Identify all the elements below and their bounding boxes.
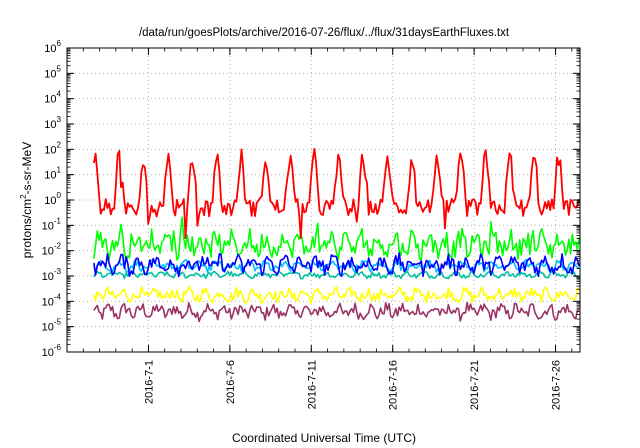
y-tick-label: 105 [44,64,61,80]
y-tick-label: 100 [44,191,61,207]
y-tick-label: 106 [44,39,61,55]
y-tick-label: 102 [44,140,61,156]
y-tick-base: 10 [44,195,56,207]
y-tick-base: 10 [42,220,54,232]
y-tick-base: 10 [44,94,56,106]
y-tick-exponent: 5 [57,64,62,73]
y-tick-base: 10 [44,170,56,182]
y-tick-label: 10-2 [42,242,62,258]
series-line [93,147,580,240]
y-tick-exponent: -3 [54,267,62,276]
y-tick-exponent: -4 [54,292,62,301]
y-tick-label: 104 [44,90,61,106]
x-tick-label: 2016-7-6 [225,360,237,404]
y-tick-base: 10 [42,322,54,334]
y-tick-base: 10 [42,271,54,283]
x-tick-labels: 2016-7-1 2016-7-6 2016-7-11 2016-7-16 2016-7… [143,360,562,410]
series-line [93,285,580,305]
x-tick-label: 2016-7-1 [143,360,155,404]
x-tick-label: 2016-7-21 [469,360,481,410]
y-tick-base: 10 [42,347,54,359]
y-tick-base: 10 [44,43,56,55]
series-lines [93,147,580,323]
series-line [93,301,580,323]
series-line [93,216,580,262]
y-tick-exponent: 3 [57,115,62,124]
y-tick-exponent: -6 [54,343,62,352]
y-tick-exponent: -1 [54,216,62,225]
y-tick-label: 10-5 [42,318,62,334]
series-line [93,270,580,280]
y-tick-exponent: -2 [54,242,62,251]
y-axis-label-sup: 2 [19,194,28,199]
x-axis-label: Coordinated Universal Time (UTC) [232,431,416,445]
y-tick-label: 10-1 [42,216,62,232]
y-tick-base: 10 [42,296,54,308]
y-tick-label: 101 [44,166,61,182]
y-tick-base: 10 [44,68,56,80]
y-tick-label: 10-6 [42,343,62,359]
y-tick-labels: 10-610-510-410-310-210-11001011021031041… [42,39,62,359]
y-tick-exponent: 6 [57,39,62,48]
y-tick-exponent: 4 [57,90,62,99]
y-tick-base: 10 [44,119,56,131]
series-line [93,252,580,278]
y-tick-exponent: 2 [57,140,62,149]
y-tick-exponent: -5 [54,318,62,327]
y-tick-base: 10 [44,144,56,156]
y-tick-exponent: 1 [57,166,62,175]
y-axis-label-base: protons/cm [20,199,34,258]
chart-title: /data/run/goesPlots/archive/2016-07-26/f… [139,27,510,39]
x-tick-label: 2016-7-26 [551,360,563,410]
axis-ticks [67,47,580,353]
y-axis-label-rest: -s-sr-MeV [20,142,34,195]
y-tick-exponent: 0 [57,191,62,200]
x-tick-label: 2016-7-16 [388,360,400,410]
y-tick-base: 10 [42,246,54,258]
y-tick-label: 10-4 [42,292,62,308]
x-tick-label: 2016-7-11 [306,360,318,409]
y-tick-label: 103 [44,115,61,131]
y-tick-label: 10-3 [42,267,62,283]
y-axis-label: protons/cm2-s-sr-MeV [19,142,34,258]
